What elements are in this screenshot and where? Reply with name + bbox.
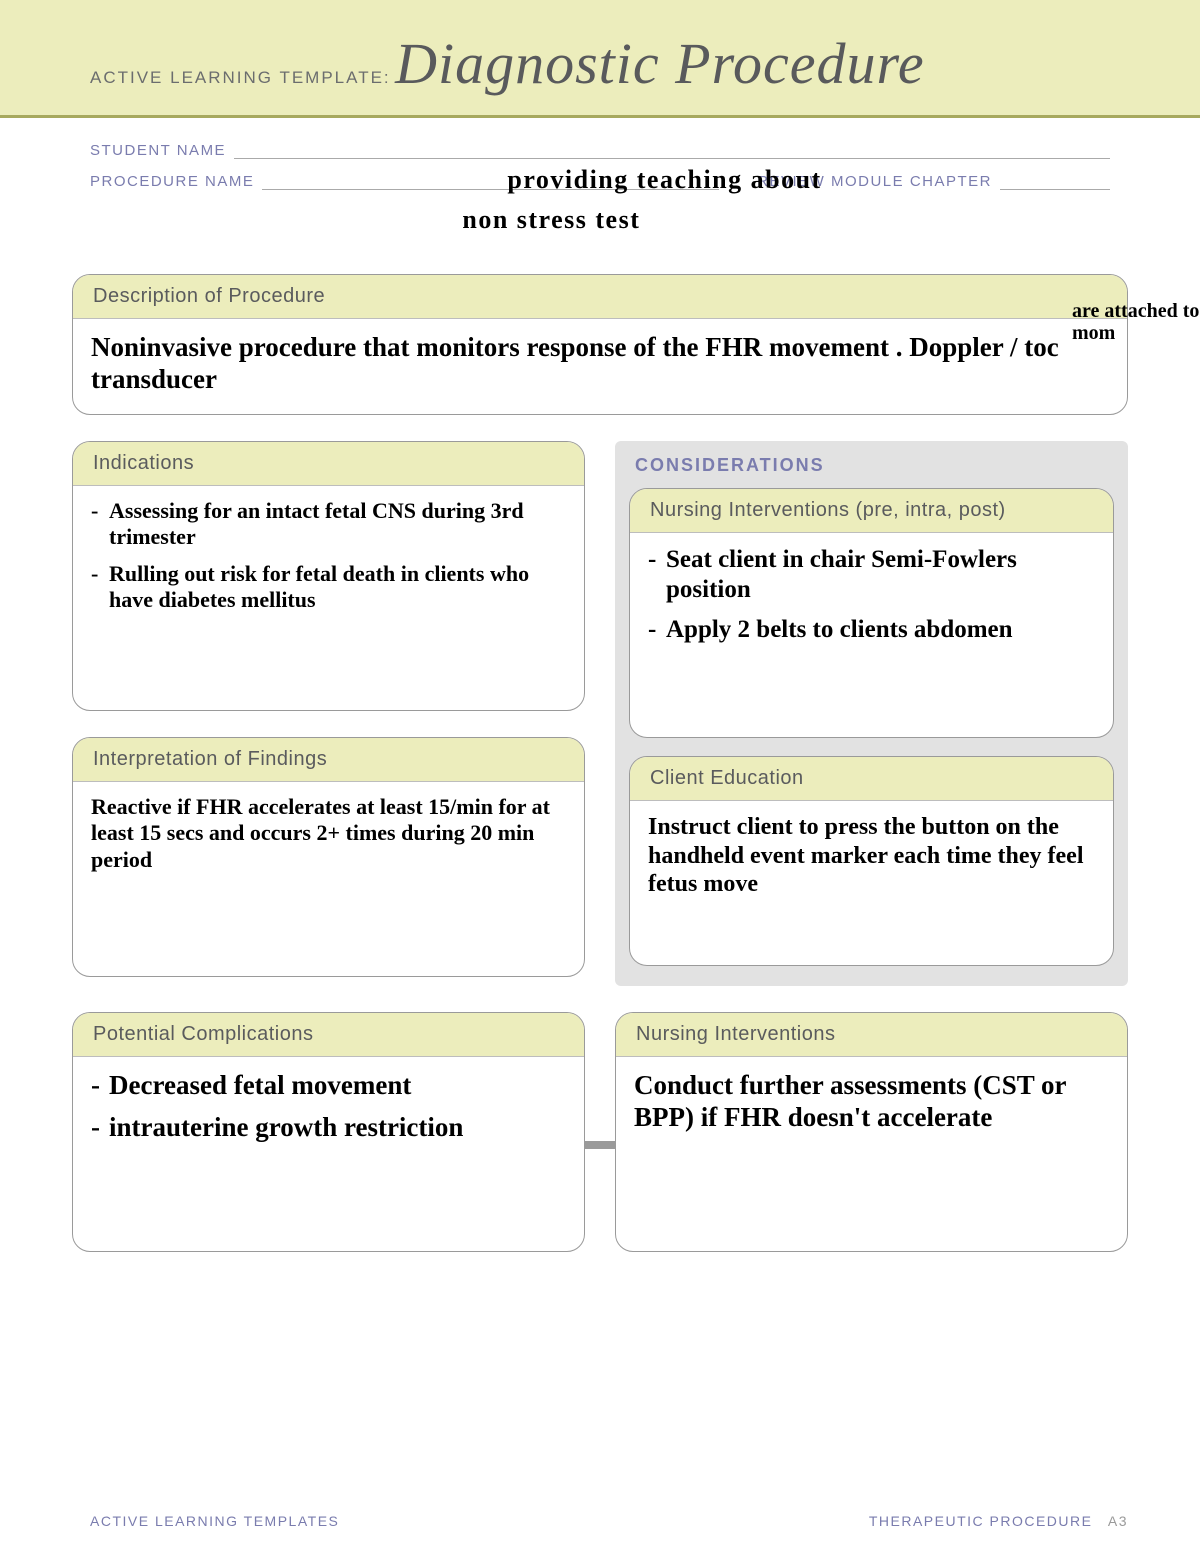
content: Description of Procedure Noninvasive pro… <box>0 254 1200 1278</box>
nursing-bottom-panel: Nursing Interventions Conduct further as… <box>615 1012 1128 1252</box>
banner: ACTIVE LEARNING TEMPLATE: Diagnostic Pro… <box>0 0 1200 118</box>
complications-panel: Potential Complications Decreased fetal … <box>72 1012 585 1252</box>
nursing-pre-list: Seat client in chair Semi-Fowlers positi… <box>648 545 1095 645</box>
left-column: Indications Assessing for an intact feta… <box>72 441 585 1012</box>
nursing-pre-item: Seat client in chair Semi-Fowlers positi… <box>652 545 1095 605</box>
review-line <box>1000 176 1110 190</box>
indications-panel: Indications Assessing for an intact feta… <box>72 441 585 711</box>
bottom-row: Potential Complications Decreased fetal … <box>72 1012 1128 1278</box>
considerations-title: CONSIDERATIONS <box>629 455 1114 488</box>
interpretation-header: Interpretation of Findings <box>73 738 584 782</box>
client-ed-header: Client Education <box>630 757 1113 801</box>
nursing-bottom-header: Nursing Interventions <box>616 1013 1127 1057</box>
footer-right-label: THERAPEUTIC PROCEDURE <box>869 1513 1093 1529</box>
indications-item: Assessing for an intact fetal CNS during… <box>95 498 566 551</box>
complications-list: Decreased fetal movement intrauterine gr… <box>91 1069 566 1144</box>
complications-item: intrauterine growth restriction <box>95 1111 566 1143</box>
description-text: Noninvasive procedure that monitors resp… <box>73 319 1127 414</box>
procedure-value-2: non stress test <box>462 204 862 235</box>
nursing-pre-body: Seat client in chair Semi-Fowlers positi… <box>630 533 1113 673</box>
complications-body: Decreased fetal movement intrauterine gr… <box>73 1057 584 1172</box>
panel-joiner <box>585 1012 615 1278</box>
right-column: CONSIDERATIONS Nursing Interventions (pr… <box>615 441 1128 1012</box>
description-header: Description of Procedure <box>73 275 1127 319</box>
student-row: STUDENT NAME <box>90 142 1110 159</box>
client-ed-text: Instruct client to press the button on t… <box>630 801 1113 917</box>
procedure-line: providing teaching about non stress test <box>262 176 719 190</box>
procedure-value-1: providing teaching about <box>507 164 1067 195</box>
indications-header: Indications <box>73 442 584 486</box>
procedure-row: PROCEDURE NAME providing teaching about … <box>90 173 1110 190</box>
banner-prefix: ACTIVE LEARNING TEMPLATE: <box>90 68 391 87</box>
middle-row: Indications Assessing for an intact feta… <box>72 441 1128 1012</box>
footer-page: A3 <box>1108 1513 1128 1529</box>
footer-left: ACTIVE LEARNING TEMPLATES <box>90 1513 339 1529</box>
considerations-block: CONSIDERATIONS Nursing Interventions (pr… <box>615 441 1128 986</box>
nursing-pre-panel: Nursing Interventions (pre, intra, post)… <box>629 488 1114 738</box>
footer: ACTIVE LEARNING TEMPLATES THERAPEUTIC PR… <box>90 1513 1128 1529</box>
interpretation-text: Reactive if FHR accelerates at least 15/… <box>73 782 584 891</box>
complications-header: Potential Complications <box>73 1013 584 1057</box>
banner-title: Diagnostic Procedure <box>395 31 925 96</box>
complications-item: Decreased fetal movement <box>95 1069 566 1101</box>
meta-block: STUDENT NAME PROCEDURE NAME providing te… <box>0 118 1200 254</box>
description-panel: Description of Procedure Noninvasive pro… <box>72 274 1128 415</box>
procedure-label: PROCEDURE NAME <box>90 173 254 190</box>
student-label: STUDENT NAME <box>90 142 226 159</box>
indications-item: Rulling out risk for fetal death in clie… <box>95 561 566 614</box>
description-overflow: are attached to mom <box>1072 300 1200 344</box>
nursing-pre-header: Nursing Interventions (pre, intra, post) <box>630 489 1113 533</box>
nursing-pre-item: Apply 2 belts to clients abdomen <box>652 615 1095 645</box>
footer-right: THERAPEUTIC PROCEDURE A3 <box>869 1513 1128 1529</box>
worksheet-page: ACTIVE LEARNING TEMPLATE: Diagnostic Pro… <box>0 0 1200 1553</box>
indications-list: Assessing for an intact fetal CNS during… <box>91 498 566 614</box>
student-line <box>234 145 1110 159</box>
interpretation-panel: Interpretation of Findings Reactive if F… <box>72 737 585 977</box>
nursing-bottom-text: Conduct further assessments (CST or BPP)… <box>616 1057 1127 1152</box>
client-ed-panel: Client Education Instruct client to pres… <box>629 756 1114 966</box>
indications-body: Assessing for an intact fetal CNS during… <box>73 486 584 642</box>
